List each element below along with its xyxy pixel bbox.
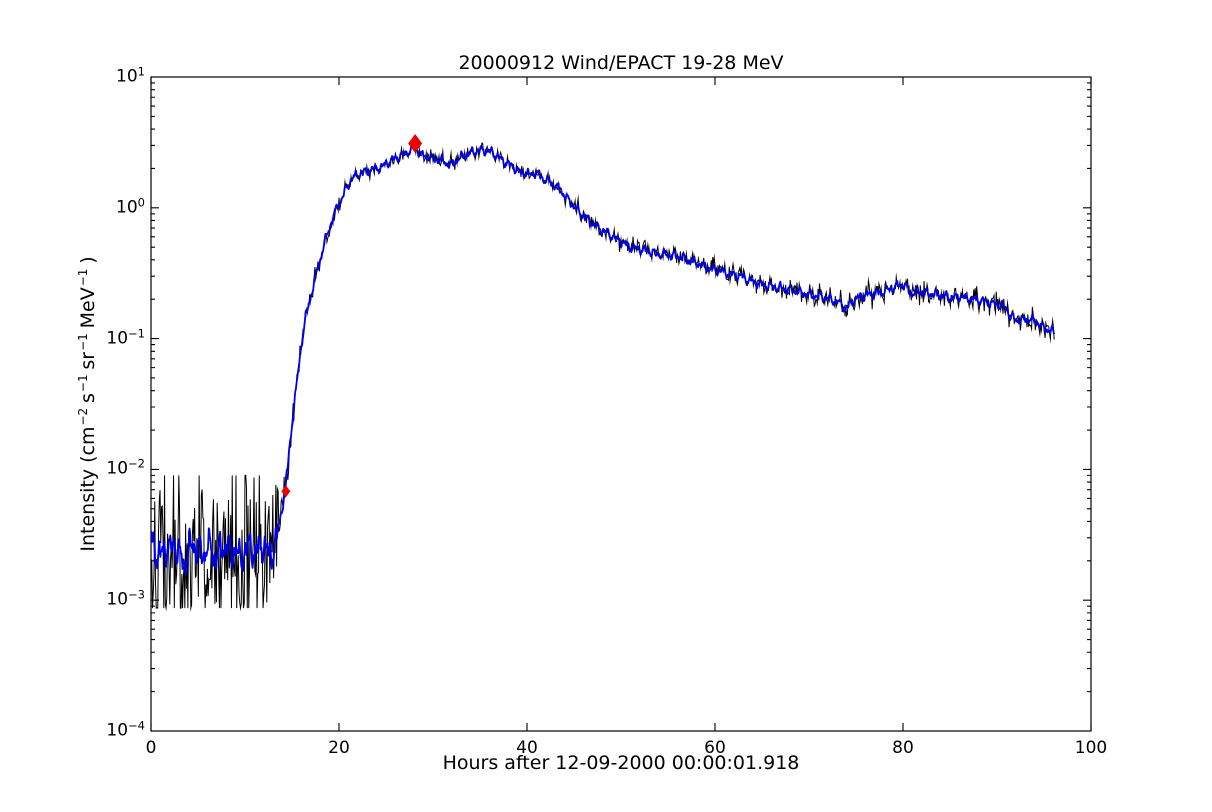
chart-title: 20000912 Wind/EPACT 19-28 MeV (458, 52, 784, 74)
y-tick-label: 10−4 (106, 718, 145, 741)
x-tick-label: 20 (328, 738, 350, 758)
y-tick-label: 10−1 (106, 326, 145, 349)
y-tick-label: 100 (116, 195, 145, 218)
x-tick-label: 60 (704, 738, 726, 758)
y-tick-label: 10−2 (106, 456, 145, 479)
y-tick-label: 10−3 (106, 587, 145, 610)
x-tick-label: 0 (145, 738, 157, 758)
x-axis-label: Hours after 12-09-2000 00:00:01.918 (442, 752, 800, 774)
y-tick-label: 101 (116, 64, 145, 87)
x-tick-label: 100 (1074, 738, 1108, 758)
x-tick-label: 80 (892, 738, 914, 758)
y-axis-label: Intensity (cm−2 s−1 sr−1 MeV−1 ) (76, 256, 99, 552)
x-tick-label: 40 (516, 738, 538, 758)
